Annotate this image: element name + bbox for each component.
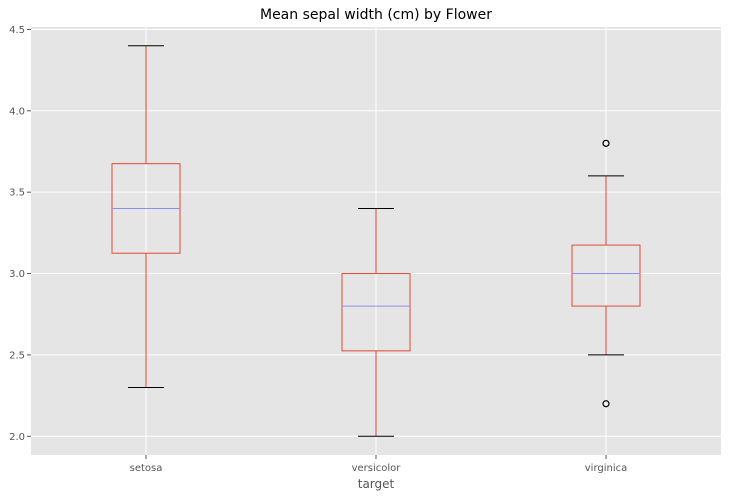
box-versicolor bbox=[341, 207, 411, 437]
outlier-point bbox=[602, 139, 610, 147]
x-tick-label-versicolor: versicolor bbox=[352, 463, 402, 474]
y-tick-label: 3.0 bbox=[9, 269, 25, 280]
x-axis-label: target bbox=[358, 477, 395, 491]
y-axis-ticks: 2.0 2.5 3.0 3.5 4.0 4.5 bbox=[9, 25, 31, 443]
iqr-box bbox=[571, 244, 641, 307]
box-virginica bbox=[571, 139, 641, 408]
y-tick-label: 2.5 bbox=[9, 350, 25, 361]
outlier-point bbox=[602, 400, 610, 408]
chart-title: Mean sepal width (cm) by Flower bbox=[260, 7, 492, 23]
y-tick-label: 3.5 bbox=[9, 188, 25, 199]
box-setosa bbox=[111, 45, 181, 388]
x-tick-label-virginica: virginica bbox=[585, 463, 628, 474]
boxes bbox=[111, 45, 641, 437]
x-tick-label-setosa: setosa bbox=[130, 463, 163, 474]
y-tick-label: 2.0 bbox=[9, 432, 25, 443]
y-tick-label: 4.0 bbox=[9, 106, 25, 117]
iqr-box bbox=[341, 273, 411, 352]
x-axis-ticks: setosa versicolor virginica bbox=[130, 455, 628, 474]
y-tick-label: 4.5 bbox=[9, 25, 25, 36]
